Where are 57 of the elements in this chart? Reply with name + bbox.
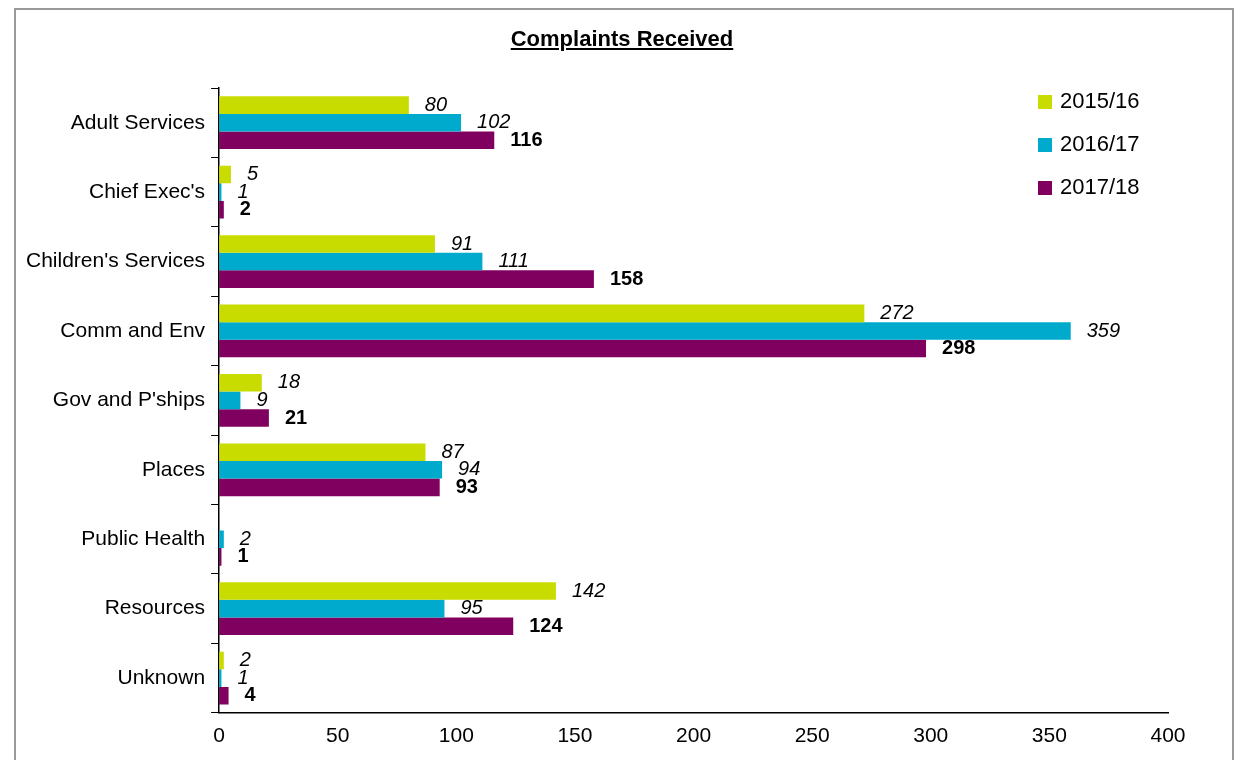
y-tick-label: Adult Services [70, 109, 206, 133]
legend-label: 2016/17 [1060, 131, 1140, 157]
data-label: 142 [571, 578, 606, 601]
y-tick-label: Gov and P'ships [52, 387, 206, 411]
bar [219, 235, 435, 253]
x-tick-label: 0 [213, 723, 225, 747]
data-label: 124 [529, 613, 564, 636]
data-label: 5 [246, 162, 259, 185]
data-label: 91 [450, 231, 474, 254]
bar [219, 374, 262, 392]
bar [219, 461, 443, 479]
y-tick-label: Comm and Env [60, 317, 206, 341]
x-tick-label: 150 [557, 723, 593, 747]
bar [219, 391, 241, 410]
x-tick-label: 300 [913, 723, 949, 747]
bar [219, 478, 440, 497]
y-tick-label: Children's Services [26, 248, 206, 272]
bar [219, 582, 556, 600]
data-label: 102 [477, 110, 511, 133]
bar [219, 339, 927, 358]
data-label: 9 [256, 387, 268, 410]
data-label: 80 [424, 92, 448, 115]
data-label: 95 [460, 596, 484, 619]
legend-label: 2017/18 [1060, 174, 1140, 200]
x-tick-label: 400 [1150, 723, 1186, 747]
data-label: 359 [1086, 318, 1121, 341]
bar [219, 270, 594, 288]
bar [219, 599, 445, 618]
bar [219, 617, 514, 636]
y-tick-label: Places [142, 456, 206, 480]
x-tick-label: 250 [794, 723, 830, 747]
data-label: 111 [498, 249, 529, 272]
data-label: 298 [942, 336, 976, 359]
bar [219, 304, 865, 323]
bar [219, 252, 483, 271]
data-label: 116 [510, 127, 543, 150]
y-tick-label: Public Health [81, 526, 206, 550]
bar [219, 131, 495, 150]
bar [219, 113, 462, 132]
data-label: 158 [609, 266, 644, 289]
x-tick-label: 50 [326, 723, 350, 747]
y-tick-label: Unknown [117, 664, 206, 688]
data-label: 21 [284, 405, 308, 428]
x-tick-label: 350 [1031, 723, 1067, 747]
bar [219, 443, 426, 462]
x-tick-label: 100 [438, 723, 474, 747]
bar [219, 96, 409, 114]
data-label: 18 [277, 370, 301, 393]
legend-label: 2015/16 [1060, 88, 1140, 114]
data-label: 272 [879, 300, 914, 323]
chart-title: Complaints Received [509, 26, 735, 52]
y-tick-label: Resources [104, 595, 206, 619]
x-tick-label: 200 [676, 723, 712, 747]
bar [219, 686, 229, 705]
y-tick-label: Chief Exec's [89, 178, 206, 202]
bar [219, 409, 269, 427]
bar [219, 322, 1071, 340]
